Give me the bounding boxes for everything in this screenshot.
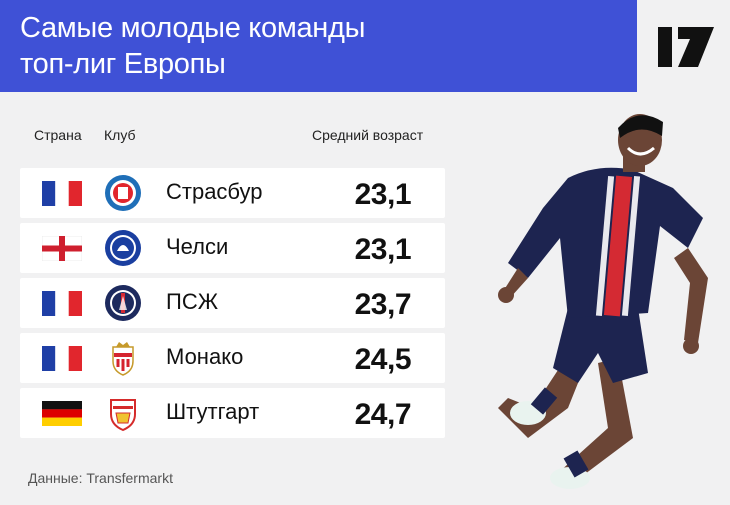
- england-flag-icon: [42, 236, 82, 261]
- average-age: 23,1: [354, 233, 412, 266]
- france-flag-icon: [42, 346, 82, 371]
- table-row: Челси 23,1: [20, 223, 445, 273]
- table-row: Штутгарт 24,7: [20, 388, 445, 438]
- club-name: Монако: [166, 344, 244, 369]
- average-age: 23,1: [354, 178, 412, 211]
- column-header-club: Клуб: [104, 127, 136, 143]
- header-banner: Самые молодые команды топ-лиг Европы: [0, 0, 637, 92]
- chelsea-crest-icon: [105, 230, 141, 266]
- france-flag-icon: [42, 181, 82, 206]
- germany-flag-icon: [42, 401, 82, 426]
- column-header-age: Средний возраст: [312, 127, 424, 143]
- title-line-2: топ-лиг Европы: [20, 48, 226, 80]
- stuttgart-crest-icon: [110, 399, 136, 432]
- table-row: Страсбур 23,1: [20, 168, 445, 218]
- average-age: 23,7: [354, 288, 412, 321]
- table-row: Монако 24,5: [20, 333, 445, 383]
- france-flag-icon: [42, 291, 82, 316]
- title-line-1: Самые молодые команды: [20, 12, 366, 44]
- strasbourg-crest-icon: [105, 175, 141, 211]
- monaco-crest-icon: [112, 342, 134, 376]
- brand-logo-icon: [658, 27, 714, 67]
- club-name: ПСЖ: [166, 289, 219, 314]
- column-header-country: Страна: [34, 127, 82, 143]
- table-row: ПСЖ 23,7: [20, 278, 445, 328]
- club-name: Штутгарт: [166, 399, 260, 424]
- club-name: Страсбур: [166, 179, 263, 204]
- psg-crest-icon: [105, 285, 141, 321]
- average-age: 24,5: [354, 343, 412, 376]
- data-source-note: Данные: Transfermarkt: [28, 470, 173, 486]
- club-name: Челси: [166, 234, 229, 259]
- average-age: 24,7: [354, 398, 412, 431]
- player-photo: [498, 114, 708, 489]
- page-title: Самые молодые команды топ-лиг Европы: [20, 10, 365, 82]
